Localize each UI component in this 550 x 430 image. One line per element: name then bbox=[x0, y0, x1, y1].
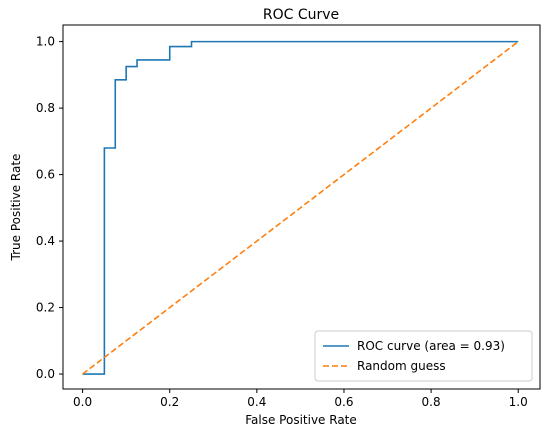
x-tick-label: 0.8 bbox=[422, 395, 441, 409]
y-tick-label: 0.2 bbox=[36, 301, 55, 315]
legend-label-1: Random guess bbox=[357, 359, 446, 373]
x-tick-label: 0.6 bbox=[334, 395, 353, 409]
y-tick-label: 0.8 bbox=[36, 101, 55, 115]
x-tick-label: 0.4 bbox=[247, 395, 266, 409]
x-tick-label: 0.2 bbox=[160, 395, 179, 409]
legend-label-0: ROC curve (area = 0.93) bbox=[357, 339, 505, 353]
series-line-1 bbox=[82, 40, 519, 375]
series-line-0 bbox=[82, 40, 519, 375]
y-tick-label: 0.0 bbox=[36, 367, 55, 381]
x-axis-label: False Positive Rate bbox=[245, 413, 357, 427]
plot-frame bbox=[62, 24, 541, 390]
legend: ROC curve (area = 0.93) Random guess bbox=[314, 330, 533, 382]
legend-box bbox=[314, 330, 533, 382]
plot-layer bbox=[82, 40, 519, 375]
axes-layer: 0.0 0.2 0.4 0.6 0.8 1.0 0.0 0.2 0.4 0.6 0.8 1.0 bbox=[36, 24, 541, 409]
x-tick-label: 0.0 bbox=[73, 395, 92, 409]
chart-title: ROC Curve bbox=[263, 7, 339, 23]
y-tick-label: 0.6 bbox=[36, 168, 55, 182]
y-tick-label: 0.4 bbox=[36, 234, 55, 248]
x-tick-label: 1.0 bbox=[509, 395, 528, 409]
y-tick-label: 1.0 bbox=[36, 35, 55, 49]
y-axis-label: True Positive Rate bbox=[9, 154, 23, 262]
